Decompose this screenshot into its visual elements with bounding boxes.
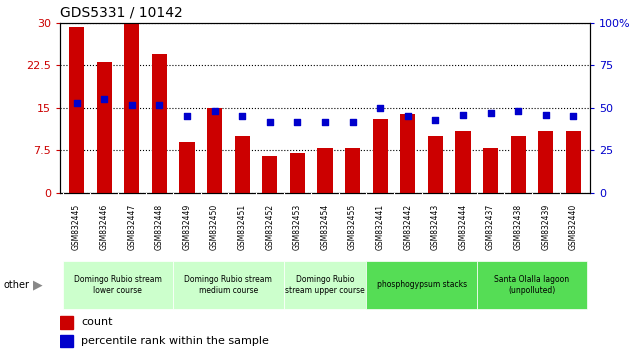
Text: GSM832452: GSM832452 bbox=[265, 204, 274, 250]
Text: GSM832446: GSM832446 bbox=[100, 204, 109, 250]
Text: Domingo Rubio stream
lower course: Domingo Rubio stream lower course bbox=[74, 275, 162, 295]
Bar bbox=[62, 261, 173, 309]
Text: Santa Olalla lagoon
(unpolluted): Santa Olalla lagoon (unpolluted) bbox=[495, 275, 570, 295]
Point bbox=[182, 114, 192, 119]
Text: Domingo Rubio
stream upper course: Domingo Rubio stream upper course bbox=[285, 275, 365, 295]
Bar bbox=[510, 136, 526, 193]
Bar bbox=[290, 153, 305, 193]
Point bbox=[237, 114, 247, 119]
Point bbox=[375, 105, 385, 111]
Point bbox=[458, 112, 468, 118]
Bar bbox=[317, 148, 333, 193]
Text: GSM832455: GSM832455 bbox=[348, 204, 357, 250]
Text: GSM832438: GSM832438 bbox=[514, 204, 522, 250]
Text: GSM832454: GSM832454 bbox=[321, 204, 329, 250]
Text: GSM832442: GSM832442 bbox=[403, 204, 412, 250]
Bar bbox=[60, 335, 73, 347]
Bar bbox=[483, 148, 498, 193]
Point bbox=[127, 102, 137, 107]
Text: count: count bbox=[81, 318, 113, 327]
Bar bbox=[69, 27, 84, 193]
Point bbox=[292, 119, 302, 124]
Point bbox=[264, 119, 274, 124]
Bar bbox=[235, 136, 250, 193]
Bar bbox=[124, 23, 139, 193]
Text: GSM832441: GSM832441 bbox=[375, 204, 385, 250]
Point bbox=[154, 102, 164, 107]
Text: GSM832451: GSM832451 bbox=[238, 204, 247, 250]
Point bbox=[541, 112, 551, 118]
Bar bbox=[207, 108, 222, 193]
Text: GDS5331 / 10142: GDS5331 / 10142 bbox=[60, 5, 183, 19]
Text: GSM832450: GSM832450 bbox=[210, 204, 219, 250]
Bar bbox=[400, 114, 415, 193]
Text: GSM832439: GSM832439 bbox=[541, 204, 550, 250]
Bar bbox=[262, 156, 278, 193]
Text: GSM832449: GSM832449 bbox=[182, 204, 191, 250]
Text: percentile rank within the sample: percentile rank within the sample bbox=[81, 336, 269, 346]
Text: Domingo Rubio stream
medium course: Domingo Rubio stream medium course bbox=[184, 275, 273, 295]
Point bbox=[403, 114, 413, 119]
Point bbox=[71, 100, 81, 106]
Point bbox=[348, 119, 358, 124]
Text: GSM832444: GSM832444 bbox=[459, 204, 468, 250]
Point bbox=[320, 119, 330, 124]
Point bbox=[99, 97, 109, 102]
Bar bbox=[97, 62, 112, 193]
Bar bbox=[151, 54, 167, 193]
Point bbox=[430, 117, 440, 123]
Bar bbox=[283, 261, 367, 309]
Bar bbox=[367, 261, 477, 309]
Text: ▶: ▶ bbox=[33, 279, 42, 291]
Bar bbox=[477, 261, 587, 309]
Bar bbox=[428, 136, 443, 193]
Bar bbox=[538, 131, 553, 193]
Bar bbox=[173, 261, 283, 309]
Bar bbox=[566, 131, 581, 193]
Text: GSM832448: GSM832448 bbox=[155, 204, 164, 250]
Text: phosphogypsum stacks: phosphogypsum stacks bbox=[377, 280, 467, 290]
Bar bbox=[60, 316, 73, 329]
Bar bbox=[345, 148, 360, 193]
Point bbox=[209, 109, 220, 114]
Text: GSM832443: GSM832443 bbox=[431, 204, 440, 250]
Text: GSM832447: GSM832447 bbox=[127, 204, 136, 250]
Text: other: other bbox=[3, 280, 29, 290]
Text: GSM832453: GSM832453 bbox=[293, 204, 302, 250]
Text: GSM832440: GSM832440 bbox=[569, 204, 578, 250]
Bar bbox=[456, 131, 471, 193]
Point bbox=[513, 109, 523, 114]
Point bbox=[569, 114, 579, 119]
Point bbox=[486, 110, 496, 116]
Bar bbox=[372, 119, 388, 193]
Bar bbox=[179, 142, 194, 193]
Text: GSM832445: GSM832445 bbox=[72, 204, 81, 250]
Text: GSM832437: GSM832437 bbox=[486, 204, 495, 250]
